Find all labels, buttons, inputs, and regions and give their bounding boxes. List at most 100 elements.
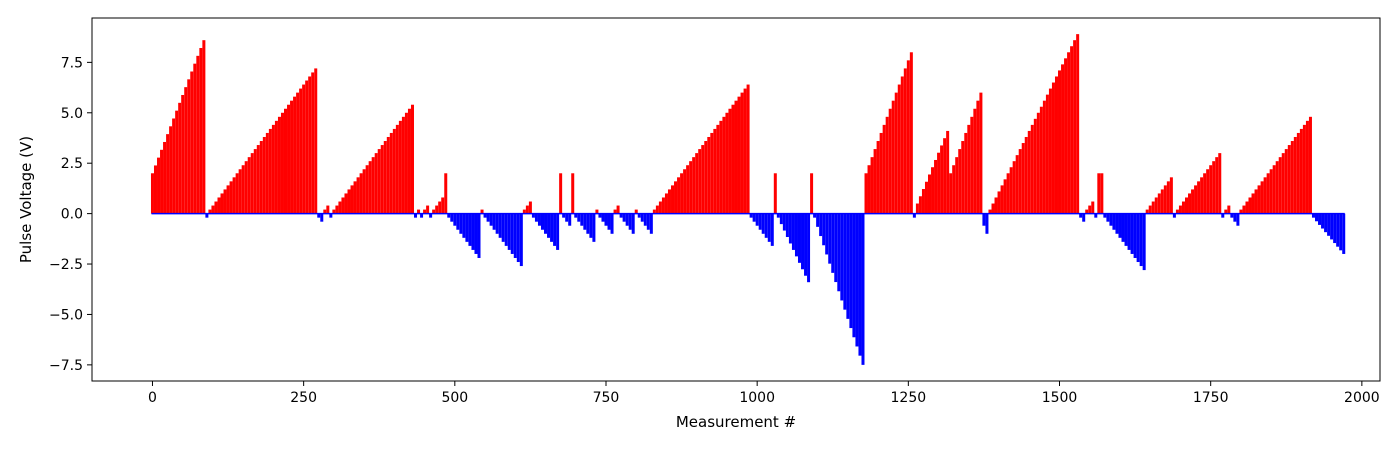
- bar-129: [541, 213, 544, 230]
- bar-254: [918, 196, 922, 214]
- bar-107: [474, 213, 478, 254]
- bar-269: [964, 132, 968, 214]
- bar-183: [704, 141, 708, 214]
- bar-84: [404, 112, 408, 214]
- bar-370: [1269, 169, 1273, 214]
- bar-55: [317, 213, 321, 218]
- bar-264: [949, 173, 953, 214]
- bar-139: [571, 173, 575, 214]
- bar-336: [1166, 181, 1170, 214]
- bar-64: [344, 193, 348, 214]
- y-tick-label: 2.5: [61, 156, 83, 172]
- bar-19: [208, 209, 212, 214]
- bar-72: [368, 161, 372, 214]
- y-tick-label: 0.0: [61, 207, 83, 223]
- bar-87: [414, 213, 418, 218]
- bar-280: [997, 191, 1001, 214]
- bar-373: [1278, 157, 1282, 214]
- bar-119: [510, 213, 514, 254]
- bar-348: [1203, 173, 1207, 214]
- bar-151: [607, 213, 611, 230]
- bar-367: [1260, 181, 1264, 214]
- bar-301: [1061, 64, 1065, 214]
- bar-213: [794, 213, 798, 257]
- bar-378: [1293, 136, 1297, 214]
- bar-41: [274, 120, 278, 214]
- bar-161: [637, 213, 641, 218]
- bar-170: [664, 193, 668, 214]
- bar-168: [658, 201, 662, 214]
- bar-242: [882, 124, 886, 214]
- bar-101: [456, 213, 460, 230]
- bar-322: [1124, 213, 1128, 246]
- bar-112: [489, 213, 493, 226]
- bar-312: [1094, 213, 1098, 218]
- bar-350: [1209, 165, 1213, 214]
- bar-356: [1227, 205, 1231, 214]
- bar-143: [583, 213, 587, 230]
- bar-179: [692, 157, 696, 214]
- bar-193: [734, 100, 738, 214]
- bar-362: [1245, 201, 1249, 214]
- bar-3: [160, 149, 164, 214]
- bar-221: [819, 213, 823, 237]
- bar-251: [909, 52, 913, 214]
- bar-366: [1257, 185, 1261, 214]
- bar-203: [764, 213, 768, 238]
- bar-283: [1006, 173, 1010, 214]
- bar-67: [353, 181, 357, 214]
- bar-175: [680, 173, 684, 214]
- bar-311: [1091, 201, 1095, 214]
- y-tick-label: −5.0: [49, 307, 83, 323]
- bar-319: [1115, 213, 1119, 234]
- bar-160: [634, 209, 638, 214]
- bar-377: [1290, 141, 1294, 214]
- bar-77: [383, 141, 387, 214]
- bar-17: [202, 40, 206, 214]
- bar-6: [169, 126, 173, 214]
- bar-126: [531, 213, 535, 218]
- bar-104: [465, 213, 469, 242]
- y-axis-ticks: −7.5 −5.0 −2.5 0.0 2.5 5.0 7.5: [49, 55, 92, 374]
- bar-32: [247, 157, 251, 214]
- bar-115: [498, 213, 502, 238]
- bar-163: [643, 213, 647, 226]
- bar-82: [398, 120, 402, 214]
- bar-309: [1085, 209, 1089, 214]
- bar-228: [840, 213, 844, 301]
- bar-186: [713, 128, 717, 214]
- bar-201: [758, 213, 762, 230]
- bar-387: [1321, 213, 1325, 229]
- bar-390: [1330, 213, 1334, 240]
- bar-214: [797, 213, 801, 263]
- bar-180: [695, 153, 699, 214]
- bar-114: [495, 213, 499, 234]
- bar-335: [1163, 185, 1167, 214]
- bar-105: [468, 213, 472, 246]
- bar-234: [858, 213, 862, 356]
- bar-388: [1324, 213, 1328, 233]
- bar-334: [1160, 189, 1164, 214]
- bar-381: [1302, 124, 1306, 214]
- bar-94: [435, 205, 439, 214]
- bar-137: [565, 213, 569, 222]
- bar-276: [985, 213, 989, 234]
- bar-310: [1088, 205, 1092, 214]
- bar-20: [211, 205, 215, 214]
- bar-294: [1039, 106, 1043, 214]
- bar-195: [740, 92, 744, 214]
- bar-267: [958, 149, 962, 214]
- bar-135: [559, 173, 563, 214]
- bar-262: [943, 138, 947, 214]
- bar-5: [166, 134, 170, 214]
- bar-338: [1172, 213, 1176, 218]
- bar-123: [522, 209, 526, 214]
- bar-270: [967, 124, 971, 214]
- bar-127: [534, 213, 538, 222]
- bar-305: [1073, 40, 1077, 214]
- bar-293: [1036, 112, 1040, 214]
- bar-133: [553, 213, 557, 246]
- bar-216: [804, 213, 808, 276]
- bar-38: [265, 132, 269, 214]
- bar-39: [268, 128, 272, 214]
